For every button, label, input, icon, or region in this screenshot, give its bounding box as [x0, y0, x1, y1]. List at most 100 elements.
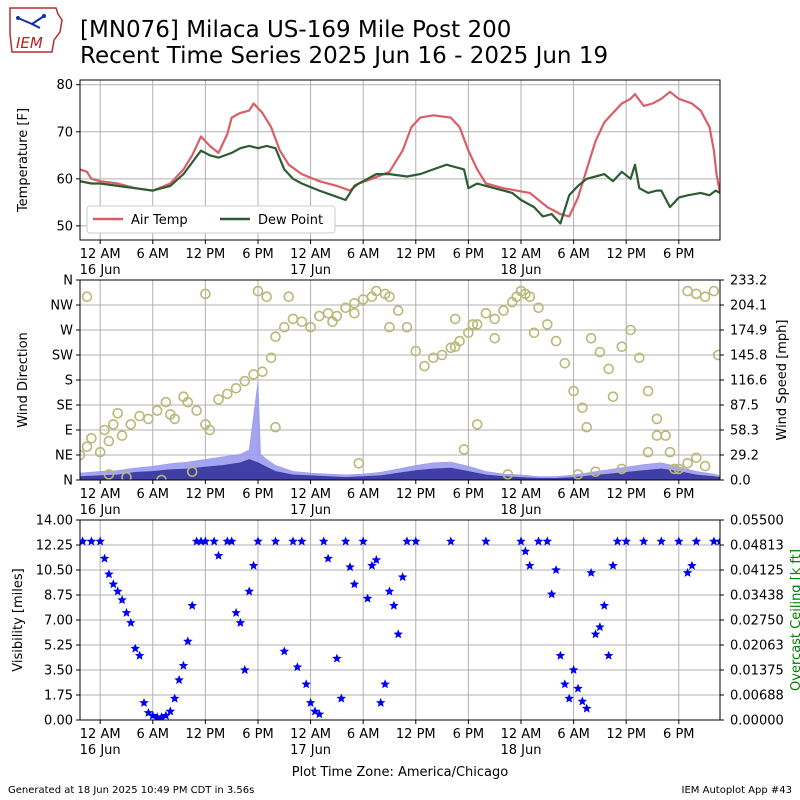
x-tick-label: 6 PM	[242, 727, 273, 742]
visibility-point	[402, 536, 412, 546]
visibility-point	[345, 562, 355, 572]
y-tick-label: 10.50	[36, 564, 73, 579]
visibility-point	[139, 697, 149, 707]
wind-direction-point	[712, 349, 720, 361]
chart-title-line1: [MN076] Milaca US-169 Mile Post 200	[80, 17, 512, 43]
visibility-point	[564, 693, 574, 703]
visibility-point	[349, 579, 360, 589]
x-tick-label: 12 PM	[186, 247, 226, 262]
wind-direction-point	[81, 441, 93, 453]
visibility-point	[104, 569, 114, 579]
wind-direction-point	[660, 430, 671, 441]
visibility-point	[612, 536, 623, 546]
y2-tick-label: 0.05500	[730, 514, 784, 529]
visibility-point	[279, 646, 289, 656]
y-tick-label: 0.00	[44, 714, 73, 729]
visibility-point	[542, 536, 552, 546]
wind-direction-point	[349, 307, 360, 319]
wind-direction-point	[690, 288, 702, 300]
visibility-point	[380, 679, 390, 689]
visibility-point	[639, 536, 649, 546]
wind-direction-point	[151, 405, 163, 416]
x-tick-label: 6 PM	[453, 247, 484, 262]
wind-direction-point	[642, 446, 654, 458]
x-date-label: 18 Jun	[500, 743, 541, 758]
wind-direction-point	[270, 331, 281, 343]
wind-direction-point	[353, 457, 365, 469]
y2-tick-label: 58.3	[730, 424, 759, 439]
wind-direction-point	[103, 435, 115, 447]
x-tick-label: 6 PM	[663, 487, 694, 502]
visibility-point	[362, 593, 373, 603]
x-tick-label: 6 AM	[347, 247, 380, 262]
wind-direction-point	[143, 413, 154, 425]
visibility-point	[152, 712, 162, 720]
visibility-point	[130, 643, 140, 653]
logo-text: IEM	[16, 34, 43, 52]
y2-tick-label: 233.2	[730, 274, 767, 289]
y2-axis-label: Wind Speed [mph]	[775, 320, 790, 441]
visibility-point	[568, 665, 579, 674]
x-tick-label: 12 AM	[80, 727, 121, 742]
visibility-point	[582, 703, 592, 713]
visibility-point	[248, 560, 259, 570]
wind-direction-point	[541, 319, 553, 330]
y2-tick-label: 87.5	[730, 399, 759, 414]
visibility-point	[156, 712, 167, 720]
x-tick-label: 12 AM	[501, 247, 542, 262]
y2-tick-label: 116.6	[730, 374, 767, 389]
wind-direction-point	[160, 396, 172, 408]
dew-point-line	[80, 144, 720, 225]
visibility-point	[314, 709, 325, 719]
wind-direction-point	[99, 424, 110, 436]
x-tick-label: 12 PM	[396, 487, 436, 502]
y-tick-label: 14.00	[36, 514, 73, 529]
wind-direction-point	[384, 291, 395, 303]
x-tick-label: 12 AM	[501, 727, 542, 742]
wind-direction-point	[322, 307, 334, 319]
visibility-point	[573, 683, 583, 693]
y-tick-label: SW	[52, 349, 73, 364]
wind-direction-point	[222, 388, 233, 400]
y-tick-label: 12.25	[36, 539, 73, 554]
y-tick-label: 7.00	[44, 614, 73, 629]
footer-generated: Generated at 18 Jun 2025 10:49 PM CDT in…	[8, 785, 255, 796]
visibility-point	[603, 650, 614, 660]
visibility-point	[319, 536, 329, 546]
wind-direction-point	[134, 410, 145, 422]
y2-tick-label: 0.01375	[730, 664, 784, 679]
y-tick-label: S	[65, 374, 73, 389]
wind-direction-point	[103, 469, 115, 480]
visibility-point	[240, 665, 250, 674]
wind-direction-point	[463, 327, 474, 339]
wind-direction-point	[283, 291, 295, 303]
plot-frame	[79, 79, 721, 241]
wind-direction-point	[392, 305, 404, 316]
wind-direction-point	[410, 345, 422, 357]
wind-direction-point	[296, 316, 308, 328]
y2-tick-label: 204.1	[730, 299, 767, 314]
visibility-point	[656, 536, 666, 546]
wind-direction-point	[559, 357, 571, 369]
wind-direction-point	[213, 394, 224, 405]
x-date-label: 17 Jun	[290, 263, 331, 278]
visibility-point	[95, 536, 105, 546]
wind-direction-point	[568, 385, 579, 397]
x-tick-label: 6 AM	[557, 247, 590, 262]
wind-direction-point	[633, 352, 645, 364]
y-tick-label: 1.75	[44, 689, 73, 704]
wind-direction-point	[169, 413, 180, 425]
wind-direction-point	[401, 321, 413, 333]
wind-direction-point	[528, 327, 540, 339]
wind-direction-point	[340, 302, 351, 314]
wind-direction-point	[248, 369, 259, 380]
y2-tick-label: 29.2	[730, 449, 759, 464]
x-tick-label: 6 PM	[453, 487, 484, 502]
visibility-point	[481, 536, 491, 546]
visibility-point	[546, 589, 557, 599]
y-tick-label: N	[63, 474, 73, 489]
wind-direction-point	[94, 446, 106, 458]
chart-title-line2: Recent Time Series 2025 Jun 16 - 2025 Ju…	[80, 43, 609, 69]
visibility-point	[533, 536, 544, 546]
